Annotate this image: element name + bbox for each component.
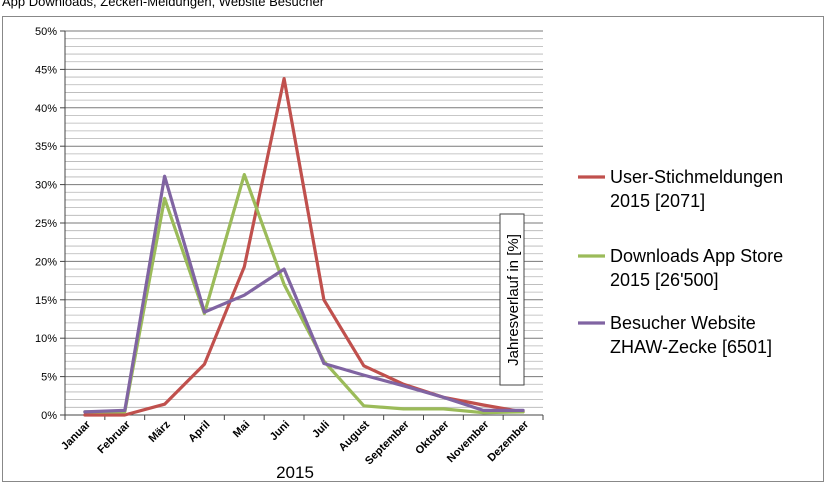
x-tick-label: April [186, 419, 212, 445]
series-line-2 [83, 173, 525, 415]
legend-label-1: User-Stichmeldungen 2015 [2071] [610, 167, 783, 211]
y-tick-label: 10% [35, 333, 57, 345]
line-chart: 0% 5% 10% 15% 20% 25% 30% 35% 40% 45% 50% Januar Feb… [35, 26, 783, 482]
chart-frame: 0% 5% 10% 15% 20% 25% 30% 35% 40% 45% 50% Januar Feb… [2, 16, 824, 482]
x-tick-label: September [363, 418, 412, 467]
y-tick-label: 15% [35, 295, 57, 307]
x-tick-label: Februar [95, 418, 133, 456]
y-tick-label: 5% [41, 372, 57, 384]
x-tick-label: März [146, 418, 173, 445]
legend-label-3: Besucher Website ZHAW-Zecke [6501] [610, 313, 772, 357]
series-line-1 [83, 76, 525, 417]
x-tick-label: Dezember [486, 418, 532, 464]
series-line-3 [83, 174, 525, 414]
x-axis-label: 2015 [276, 463, 314, 482]
y-axis-label-box: Jahresverlauf in [%] [499, 213, 525, 386]
x-tick-label: November [445, 418, 492, 465]
x-tick-label: Juni [268, 419, 292, 443]
x-tick-label: Juli [310, 419, 332, 441]
y-tick-label: 35% [35, 141, 57, 153]
x-tick-label: Mai [231, 419, 252, 440]
x-tick-label: Oktober [413, 418, 452, 457]
y-tick-label: 30% [35, 180, 57, 192]
y-tick-label: 40% [35, 103, 57, 115]
x-tick-label: August [337, 418, 373, 454]
y-tick-label: 20% [35, 256, 57, 268]
x-tick-label: Januar [59, 418, 94, 453]
y-tick-label: 50% [35, 26, 57, 38]
series-lines [83, 76, 525, 417]
y-axis-label: Jahresverlauf in [%] [505, 234, 522, 366]
legend: User-Stichmeldungen 2015 [2071] Downloads … [578, 167, 783, 357]
legend-label-2: Downloads App Store 2015 [26'500] [610, 246, 783, 290]
y-tick-label: 45% [35, 64, 57, 76]
chart-caption: App Downloads, Zecken-Meldungen, Website… [2, 0, 325, 9]
y-tick-label: 0% [41, 410, 57, 422]
y-tick-label: 25% [35, 218, 57, 230]
